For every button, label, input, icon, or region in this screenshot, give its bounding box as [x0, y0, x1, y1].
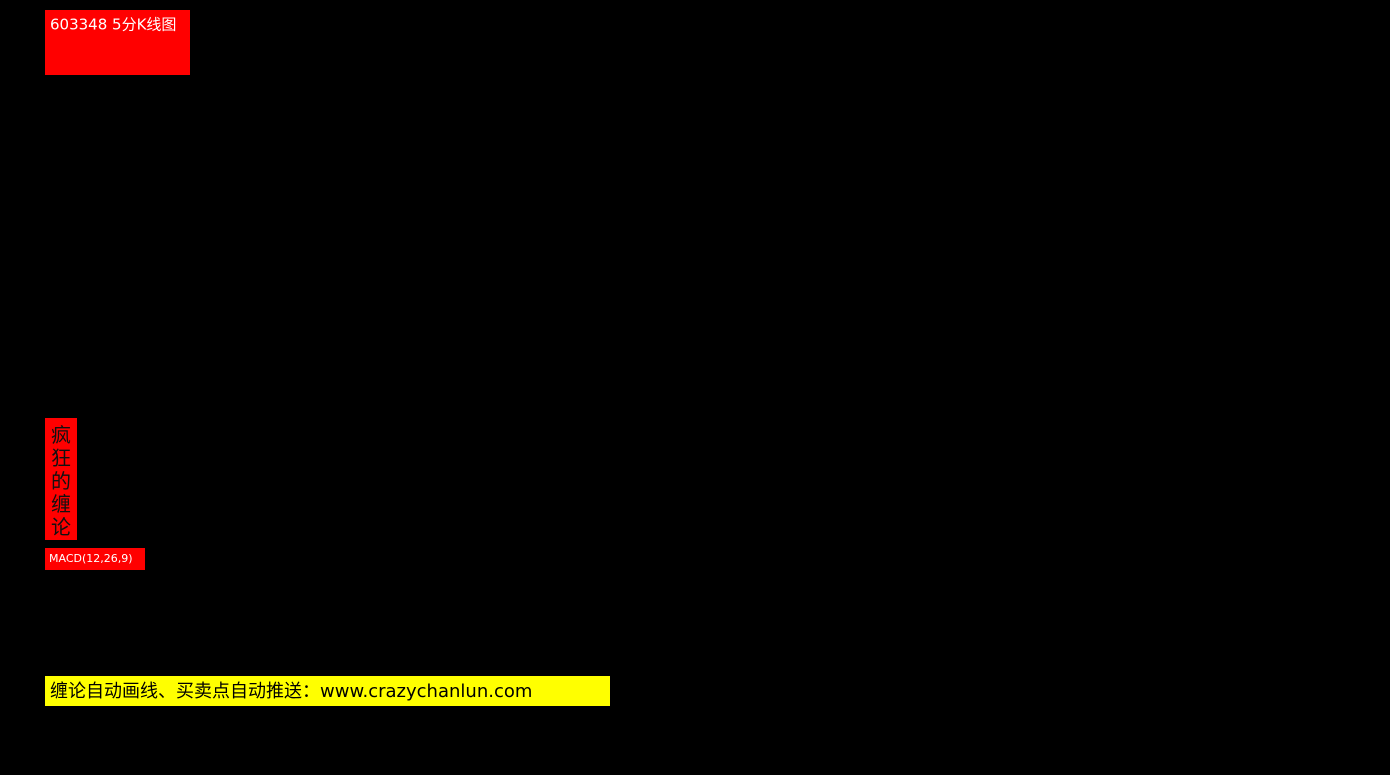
- banner-box: [45, 676, 610, 706]
- banner: 缠论自动画线、买卖点自动推送：www.crazychanlun.com: [50, 681, 532, 702]
- side-label: 疯狂的缠论: [51, 423, 71, 539]
- indicator-title: MACD(12,26,9): [49, 552, 133, 565]
- indicator-box: [45, 548, 145, 570]
- title-box: [45, 10, 190, 75]
- chart-title: 603348 5分K线图: [50, 16, 176, 34]
- side-label-box: [45, 418, 77, 540]
